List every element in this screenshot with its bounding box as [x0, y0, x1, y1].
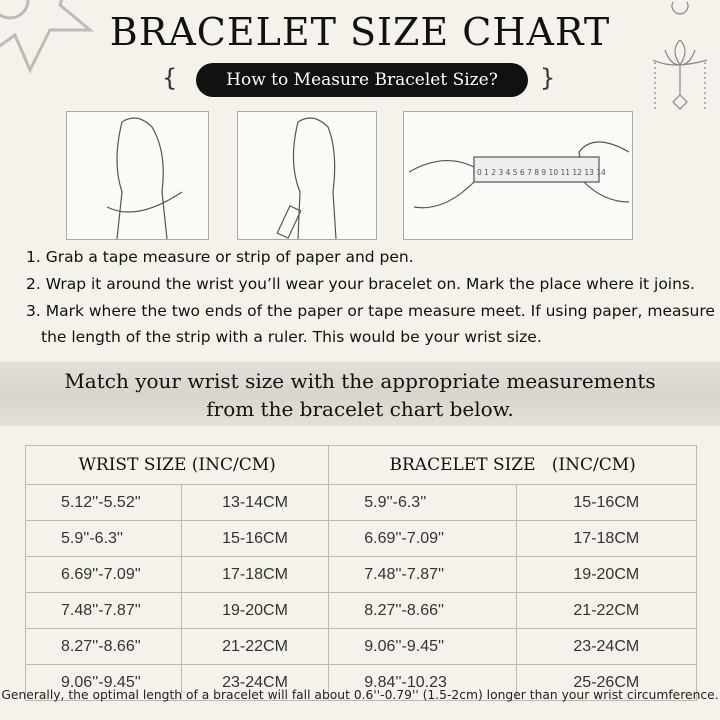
bracelet-cm-cell: 17-18CM — [515, 520, 698, 557]
bracelet-cm-cell: 23-24CM — [515, 628, 698, 665]
page-title: BRACELET SIZE CHART — [109, 10, 611, 54]
table-row: 8.27''-8.66'' 21-22CM 9.06''-9.45'' 23-24CM — [25, 628, 698, 665]
table-row: 5.12''-5.52'' 13-14CM 5.9''-6.3'' 15-16CM — [25, 484, 698, 521]
hand-wrap-tape-illustration — [66, 111, 209, 240]
step-1: 1. Grab a tape measure or strip of paper… — [26, 248, 414, 266]
mandala-decoration-icon — [0, 0, 95, 74]
wrist-cm-cell: 19-20CM — [180, 592, 330, 629]
wrist-inches-cell: 5.9''-6.3'' — [25, 520, 182, 557]
bracelet-inches-cell: 8.27''-8.66'' — [328, 592, 517, 629]
wrist-cm-cell: 23-24CM — [180, 664, 330, 701]
banner-line-2: from the bracelet chart below. — [206, 397, 514, 421]
wrist-inches-cell: 5.12''-5.52'' — [25, 484, 182, 521]
wrist-cm-cell: 13-14CM — [180, 484, 330, 521]
step-3-continued: the length of the strip with a ruler. Th… — [41, 328, 542, 346]
hand-mark-pen-illustration — [237, 111, 377, 240]
table-row: 6.69''-7.09'' 17-18CM 7.48''-7.87'' 19-20CM — [25, 556, 698, 593]
lotus-hanging-ornament-icon — [652, 1, 708, 110]
wrist-inches-cell: 9.06''-9.45'' — [25, 664, 182, 701]
table-row: 7.48''-7.87'' 19-20CM 8.27''-8.66'' 21-22CM — [25, 592, 698, 629]
bracelet-inches-cell: 5.9''-6.3'' — [328, 484, 517, 521]
bracelet-cm-cell: 19-20CM — [515, 556, 698, 593]
bracelet-inches-cell: 7.48''-7.87'' — [328, 556, 517, 593]
bracelet-inches-cell: 6.69''-7.09'' — [328, 520, 517, 557]
bracelet-cm-cell: 21-22CM — [515, 592, 698, 629]
bracelet-inches-cell: 9.06''-9.45'' — [328, 628, 517, 665]
bracelet-inches-cell: 9.84''-10.23 — [328, 664, 517, 701]
table-header-row: WRIST SIZE (INC/CM) BRACELET SIZE (INC/C… — [24, 445, 697, 485]
wrist-cm-cell: 17-18CM — [180, 556, 330, 593]
wrist-cm-cell: 21-22CM — [180, 628, 330, 665]
wrist-size-header: WRIST SIZE (INC/CM) — [24, 445, 330, 485]
footnote: Generally, the optimal length of a brace… — [1, 688, 719, 702]
bracelet-size-header: BRACELET SIZE (INC/CM) — [328, 445, 697, 485]
ruler-measure-illustration: 0 1 2 3 4 5 6 7 8 9 10 11 12 13 14 — [403, 111, 633, 240]
subtitle-badge: How to Measure Bracelet Size? — [196, 63, 528, 97]
left-scroll-ornament-icon: { — [162, 64, 178, 92]
bracelet-cm-cell: 25-26CM — [515, 664, 698, 701]
wrist-cm-cell: 15-16CM — [180, 520, 330, 557]
step-2: 2. Wrap it around the wrist you’ll wear … — [26, 275, 695, 293]
ruler-numbers: 0 1 2 3 4 5 6 7 8 9 10 11 12 13 14 — [477, 168, 606, 177]
right-scroll-ornament-icon: } — [540, 64, 556, 92]
table-row: 9.06''-9.45'' 23-24CM 9.84''-10.23 25-26CM — [25, 664, 698, 701]
bracelet-cm-cell: 15-16CM — [515, 484, 698, 521]
table-row: 5.9''-6.3'' 15-16CM 6.69''-7.09'' 17-18CM — [25, 520, 698, 557]
wrist-inches-cell: 8.27''-8.66'' — [25, 628, 182, 665]
banner-line-1: Match your wrist size with the appropria… — [64, 369, 656, 393]
wrist-inches-cell: 6.69''-7.09'' — [25, 556, 182, 593]
instruction-banner: Match your wrist size with the appropria… — [0, 362, 720, 426]
size-chart-table: WRIST SIZE (INC/CM) BRACELET SIZE (INC/C… — [24, 445, 698, 701]
step-3: 3. Mark where the two ends of the paper … — [26, 302, 715, 320]
wrist-inches-cell: 7.48''-7.87'' — [25, 592, 182, 629]
